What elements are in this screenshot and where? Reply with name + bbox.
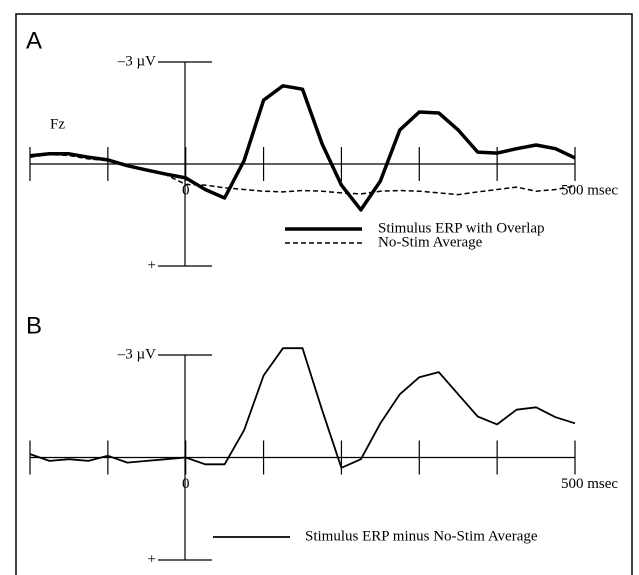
series-line xyxy=(29,347,576,469)
legend-label: Stimulus ERP minus No-Stim Average xyxy=(305,528,538,544)
x-tick-label: 0 xyxy=(182,182,190,198)
x-tick-label: 0 xyxy=(182,476,190,492)
annotation: Fz xyxy=(50,116,65,132)
panel-label: A xyxy=(26,27,42,54)
y-tick-label: –3 µV xyxy=(117,53,156,69)
frame xyxy=(15,13,633,575)
x-tick-label: 500 msec xyxy=(561,182,618,198)
y-tick-label: + xyxy=(148,257,156,273)
legend-label: Stimulus ERP with Overlap xyxy=(378,220,545,236)
series-line xyxy=(29,84,576,212)
legend-label: No-Stim Average xyxy=(378,234,483,250)
panel-label: B xyxy=(26,312,42,339)
y-tick-label: –3 µV xyxy=(117,346,156,362)
x-tick-label: 500 msec xyxy=(561,476,618,492)
series-line xyxy=(29,153,576,196)
y-tick-label: + xyxy=(148,551,156,567)
